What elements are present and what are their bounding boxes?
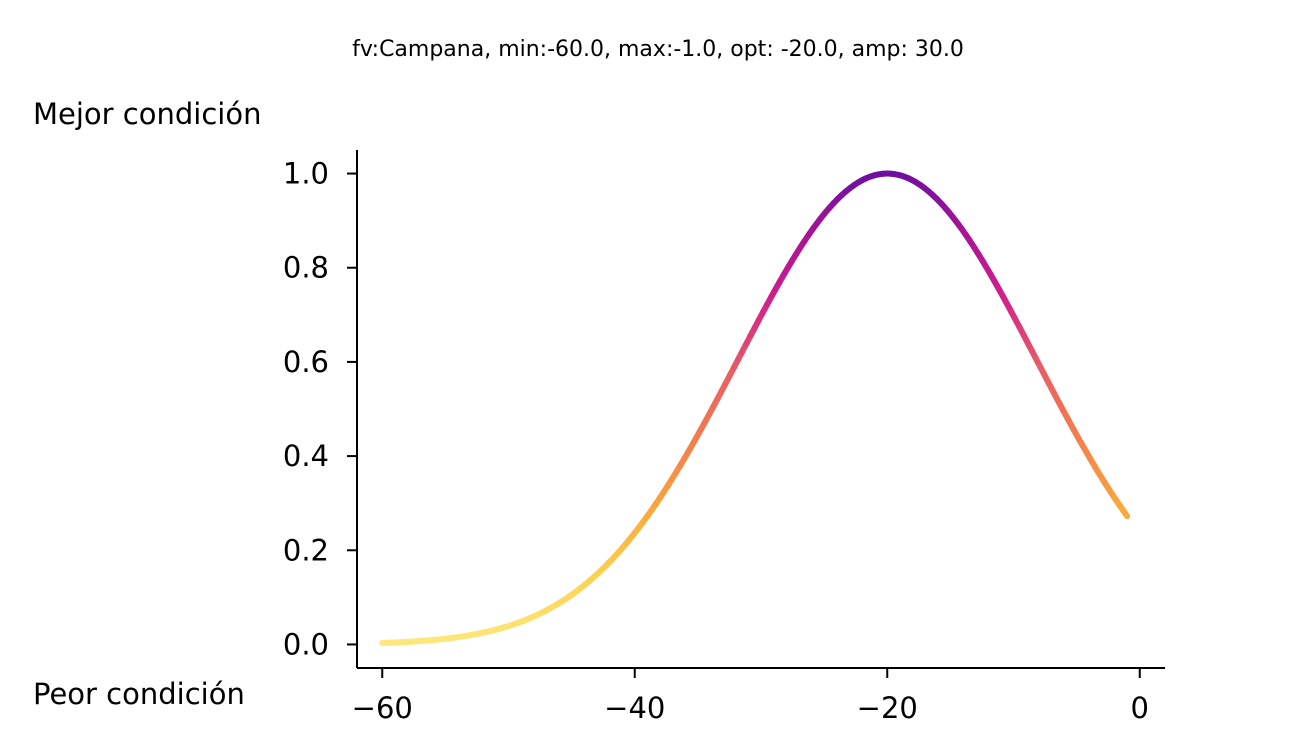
curve-series — [379, 170, 1131, 646]
chart-title: fv:Campana, min:-60.0, max:-1.0, opt: -2… — [352, 37, 964, 62]
x-tick-label: −20 — [857, 691, 918, 725]
y-tick-label: 0.6 — [283, 345, 329, 379]
curve-segment — [1119, 507, 1131, 520]
worst-condition-label: Peor condición — [33, 677, 245, 711]
y-tick-label: 0.0 — [283, 627, 329, 661]
axes: 0.0 0.2 0.4 0.6 0.8 1.0 −60 −40 −20 0 — [283, 150, 1165, 725]
y-tick-label: 0.8 — [283, 251, 329, 285]
y-tick-label: 0.2 — [283, 533, 329, 567]
x-tick-label: −60 — [352, 691, 413, 725]
y-tick-label: 0.4 — [283, 439, 329, 473]
y-tick-label: 1.0 — [283, 157, 329, 191]
x-tick-label: −40 — [604, 691, 665, 725]
best-condition-label: Mejor condición — [33, 97, 261, 131]
x-tick-label: 0 — [1131, 691, 1149, 725]
